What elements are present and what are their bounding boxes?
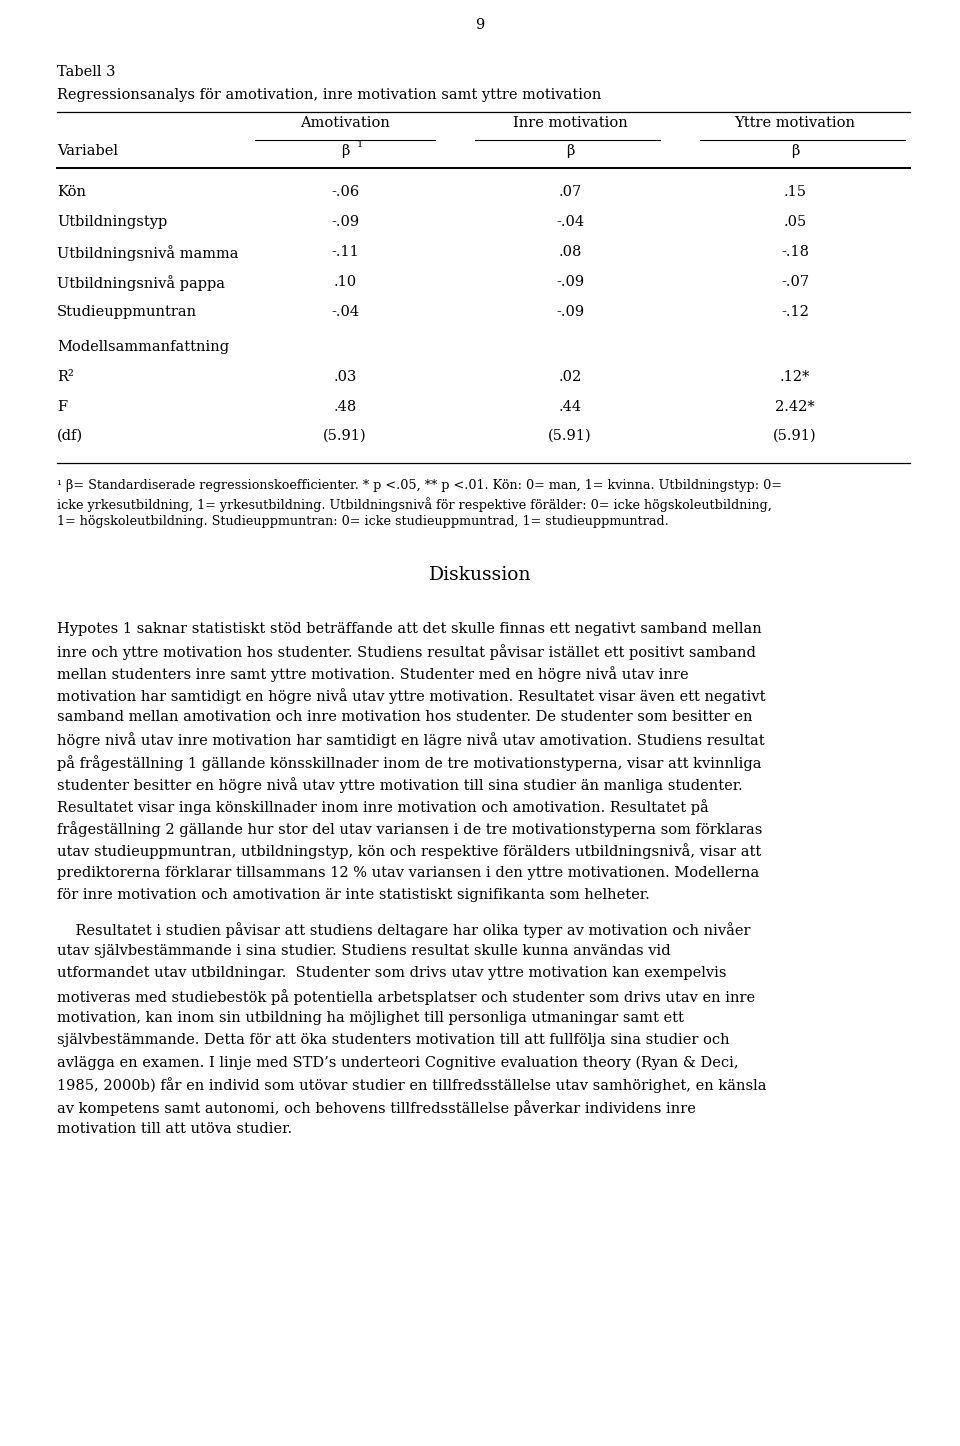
Text: utav självbestämmande i sina studier. Studiens resultat skulle kunna användas vi: utav självbestämmande i sina studier. St…	[57, 944, 671, 959]
Text: Modellsammanfattning: Modellsammanfattning	[57, 340, 229, 354]
Text: utformandet utav utbildningar.  Studenter som drivs utav yttre motivation kan ex: utformandet utav utbildningar. Studenter…	[57, 966, 727, 980]
Text: (5.91): (5.91)	[324, 429, 367, 442]
Text: -.09: -.09	[331, 215, 359, 228]
Text: .15: .15	[783, 185, 806, 200]
Text: högre nivå utav inre motivation har samtidigt en lägre nivå utav amotivation. St: högre nivå utav inre motivation har samt…	[57, 733, 764, 749]
Text: motivation till att utöva studier.: motivation till att utöva studier.	[57, 1122, 292, 1137]
Text: Diskussion: Diskussion	[429, 567, 531, 584]
Text: -.11: -.11	[331, 244, 359, 259]
Text: för inre motivation och amotivation är inte statistiskt signifikanta som helhete: för inre motivation och amotivation är i…	[57, 888, 650, 902]
Text: 1985, 2000b) får en individ som utövar studier en tillfredsställelse utav samhör: 1985, 2000b) får en individ som utövar s…	[57, 1077, 766, 1093]
Text: Utbildningsnivå pappa: Utbildningsnivå pappa	[57, 275, 225, 291]
Text: β: β	[565, 145, 574, 158]
Text: motiveras med studiebestök på potentiella arbetsplatser och studenter som drivs : motiveras med studiebestök på potentiell…	[57, 989, 756, 1005]
Text: Utbildningsnivå mamma: Utbildningsnivå mamma	[57, 244, 238, 260]
Text: Kön: Kön	[57, 185, 86, 200]
Text: .05: .05	[783, 215, 806, 228]
Text: -.04: -.04	[331, 305, 359, 320]
Text: -.04: -.04	[556, 215, 584, 228]
Text: -.06: -.06	[331, 185, 359, 200]
Text: -.12: -.12	[781, 305, 809, 320]
Text: inre och yttre motivation hos studenter. Studiens resultat påvisar istället ett : inre och yttre motivation hos studenter.…	[57, 643, 756, 659]
Text: icke yrkesutbildning, 1= yrkesutbildning. Utbildningsnivå för respektive förälde: icke yrkesutbildning, 1= yrkesutbildning…	[57, 497, 772, 512]
Text: .48: .48	[333, 399, 356, 414]
Text: .44: .44	[559, 399, 582, 414]
Text: β: β	[341, 145, 349, 158]
Text: (df): (df)	[57, 429, 84, 442]
Text: 1= högskoleutbildning. Studieuppmuntran: 0= icke studieuppmuntrad, 1= studieuppm: 1= högskoleutbildning. Studieuppmuntran:…	[57, 515, 669, 528]
Text: samband mellan amotivation och inre motivation hos studenter. De studenter som b: samband mellan amotivation och inre moti…	[57, 710, 753, 724]
Text: prediktorerna förklarar tillsammans 12 % utav variansen i den yttre motivationen: prediktorerna förklarar tillsammans 12 %…	[57, 866, 759, 879]
Text: Utbildningstyp: Utbildningstyp	[57, 215, 167, 228]
Text: .08: .08	[559, 244, 582, 259]
Text: (5.91): (5.91)	[773, 429, 817, 442]
Text: avlägga en examen. I linje med STD’s underteori Cognitive evaluation theory (Rya: avlägga en examen. I linje med STD’s und…	[57, 1056, 738, 1070]
Text: .02: .02	[559, 370, 582, 385]
Text: mellan studenters inre samt yttre motivation. Studenter med en högre nivå utav i: mellan studenters inre samt yttre motiva…	[57, 667, 688, 681]
Text: -.07: -.07	[780, 275, 809, 289]
Text: Resultatet visar inga könskillnader inom inre motivation och amotivation. Result: Resultatet visar inga könskillnader inom…	[57, 800, 708, 816]
Text: på frågeställning 1 gällande könsskillnader inom de tre motivationstyperna, visa: på frågeställning 1 gällande könsskillna…	[57, 755, 761, 771]
Text: Tabell 3: Tabell 3	[57, 65, 115, 80]
Text: Studieuppmuntran: Studieuppmuntran	[57, 305, 197, 320]
Text: frågeställning 2 gällande hur stor del utav variansen i de tre motivationstypern: frågeställning 2 gällande hur stor del u…	[57, 821, 762, 837]
Text: utav studieuppmuntran, utbildningstyp, kön och respektive förälders utbildningsn: utav studieuppmuntran, utbildningstyp, k…	[57, 843, 761, 859]
Text: Hypotes 1 saknar statistiskt stöd beträffande att det skulle finnas ett negativt: Hypotes 1 saknar statistiskt stöd beträf…	[57, 622, 761, 635]
Text: -.18: -.18	[781, 244, 809, 259]
Text: studenter besitter en högre nivå utav yttre motivation till sina studier än manl: studenter besitter en högre nivå utav yt…	[57, 777, 743, 792]
Text: .12*: .12*	[780, 370, 810, 385]
Text: 1: 1	[357, 140, 363, 149]
Text: Amotivation: Amotivation	[300, 116, 390, 130]
Text: Variabel: Variabel	[57, 145, 118, 158]
Text: -.09: -.09	[556, 305, 584, 320]
Text: motivation, kan inom sin utbildning ha möjlighet till personliga utmaningar samt: motivation, kan inom sin utbildning ha m…	[57, 1011, 684, 1025]
Text: .10: .10	[333, 275, 356, 289]
Text: (5.91): (5.91)	[548, 429, 591, 442]
Text: F: F	[57, 399, 67, 414]
Text: .03: .03	[333, 370, 357, 385]
Text: β: β	[791, 145, 799, 158]
Text: av kompetens samt autonomi, och behovens tillfredsställelse påverkar individens : av kompetens samt autonomi, och behovens…	[57, 1100, 696, 1115]
Text: Inre motivation: Inre motivation	[513, 116, 628, 130]
Text: Resultatet i studien påvisar att studiens deltagare har olika typer av motivatio: Resultatet i studien påvisar att studien…	[57, 923, 751, 938]
Text: Yttre motivation: Yttre motivation	[734, 116, 855, 130]
Text: .07: .07	[559, 185, 582, 200]
Text: 9: 9	[475, 17, 485, 32]
Text: -.09: -.09	[556, 275, 584, 289]
Text: Regressionsanalys för amotivation, inre motivation samt yttre motivation: Regressionsanalys för amotivation, inre …	[57, 88, 601, 103]
Text: motivation har samtidigt en högre nivå utav yttre motivation. Resultatet visar ä: motivation har samtidigt en högre nivå u…	[57, 688, 765, 704]
Text: R²: R²	[57, 370, 74, 385]
Text: självbestämmande. Detta för att öka studenters motivation till att fullfölja sin: självbestämmande. Detta för att öka stud…	[57, 1032, 730, 1047]
Text: 2.42*: 2.42*	[775, 399, 815, 414]
Text: ¹ β= Standardiserade regressionskoefficienter. * p <.05, ** p <.01. Kön: 0= man,: ¹ β= Standardiserade regressionskoeffici…	[57, 480, 782, 493]
